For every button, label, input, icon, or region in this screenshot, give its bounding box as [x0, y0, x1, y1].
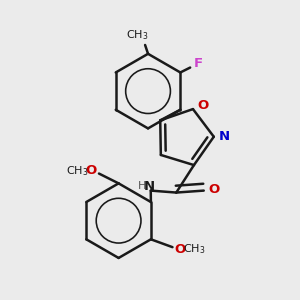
- Text: O: O: [197, 99, 208, 112]
- Text: CH$_3$: CH$_3$: [66, 164, 88, 178]
- Text: O: O: [208, 183, 219, 196]
- Text: F: F: [194, 57, 202, 70]
- Text: O: O: [175, 243, 186, 256]
- Text: CH$_3$: CH$_3$: [126, 28, 148, 42]
- Text: H: H: [138, 181, 146, 191]
- Text: N: N: [219, 130, 230, 143]
- Text: N: N: [144, 180, 155, 193]
- Text: O: O: [85, 164, 97, 177]
- Text: CH$_3$: CH$_3$: [183, 242, 205, 256]
